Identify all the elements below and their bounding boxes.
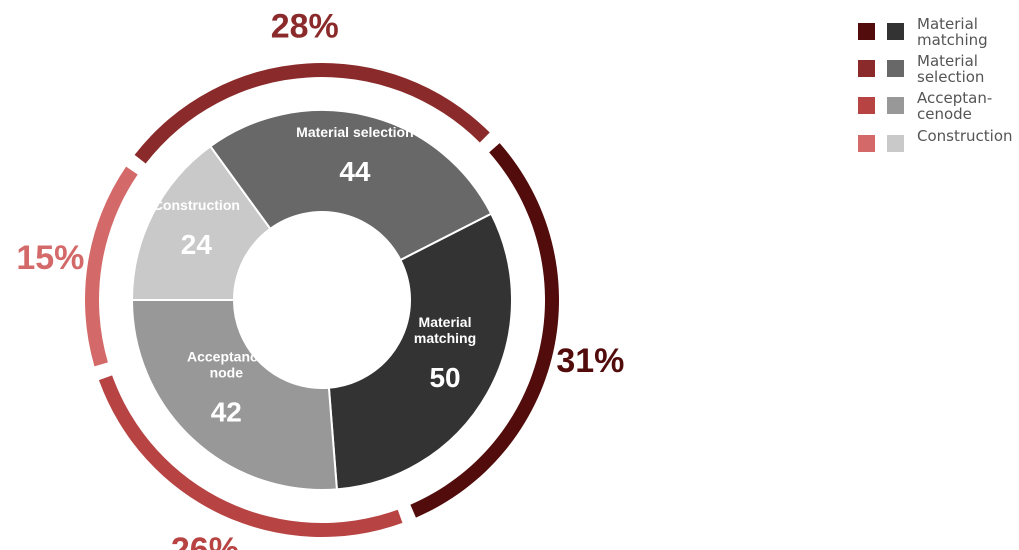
- legend-swatch-outer: [858, 135, 875, 152]
- legend-item-acceptance-node: Acceptan- cenode: [858, 90, 1019, 122]
- inner-slice-value: 50: [429, 362, 460, 393]
- outer-slice-percent: 31%: [556, 342, 624, 380]
- legend-swatch-inner: [887, 60, 904, 77]
- inner-slice-label: matching: [414, 330, 476, 346]
- inner-slice-label: Material: [419, 314, 472, 330]
- legend-label: Material selection: [917, 52, 985, 86]
- legend-label: Acceptan- cenode: [917, 89, 993, 123]
- legend-swatch-outer: [858, 23, 875, 40]
- inner-slice-label: node: [210, 365, 244, 381]
- inner-slice-label: Material selection: [296, 124, 414, 140]
- legend-swatch-outer: [858, 97, 875, 114]
- legend-swatch-inner: [887, 97, 904, 114]
- inner-slice-value: 24: [181, 229, 213, 260]
- inner-ring: [130, 109, 513, 491]
- legend-item-material-selection: Material selection: [858, 53, 1019, 85]
- legend-swatch-inner: [887, 135, 904, 152]
- outer-slice-percent: 26%: [171, 531, 239, 550]
- inner-slice-label: Construction: [153, 197, 240, 213]
- outer-slice-percent: 28%: [271, 8, 339, 46]
- outer-ring: [85, 62, 559, 537]
- inner-slice-acceptance-node: [130, 299, 338, 491]
- inner-slice-value: 44: [339, 156, 371, 187]
- legend-swatch-inner: [887, 23, 904, 40]
- inner-slice-value: 42: [211, 397, 242, 428]
- legend-label: Material matching: [917, 15, 988, 49]
- legend-item-construction: Construction: [858, 128, 1019, 152]
- inner-slice-construction: [130, 144, 272, 301]
- outer-slice-28: [134, 62, 490, 164]
- legend-label: Construction: [917, 127, 1013, 145]
- legend-swatch-outer: [858, 60, 875, 77]
- outer-slice-26: [98, 375, 403, 537]
- inner-slice-material-selection: [208, 109, 493, 262]
- outer-slice-31: [410, 143, 559, 518]
- inner-slice-material-matching: [327, 212, 513, 491]
- outer-slice-15: [85, 166, 138, 367]
- inner-slice-label: Acceptance: [187, 349, 266, 365]
- legend-item-material-matching: Material matching: [858, 16, 1019, 48]
- outer-slice-percent: 15%: [16, 239, 84, 277]
